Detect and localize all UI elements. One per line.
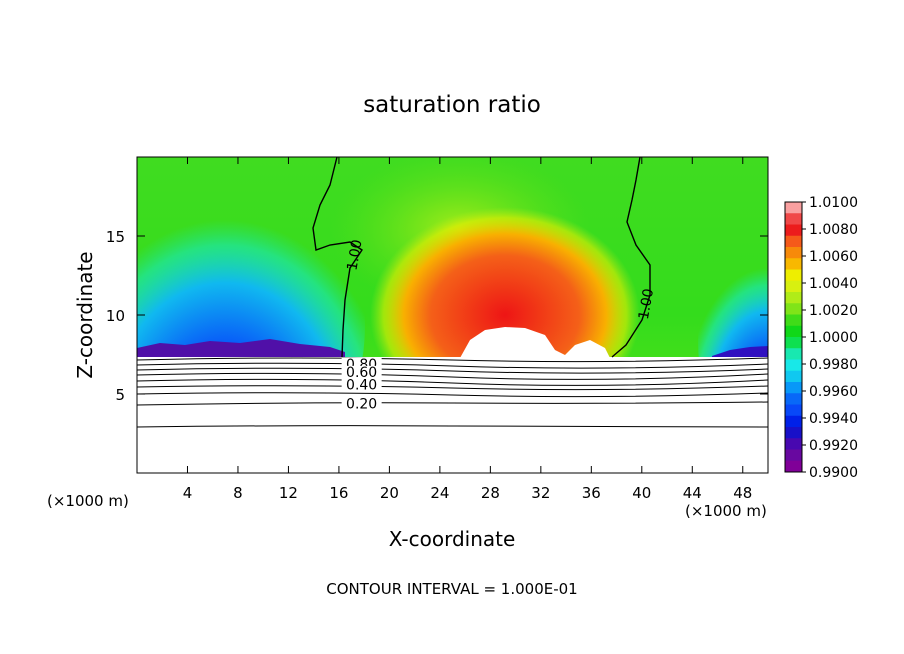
x-tick-label: 8 [233,484,243,502]
contour-label: 0.60 [346,365,377,381]
colorbar-swatch [785,393,802,405]
x-axis: 4 8 12 16 20 24 28 32 36 40 44 48 [183,157,752,502]
cloud-region [460,327,610,358]
x-tick-label: 44 [683,484,702,502]
contour-label: 1.00 [344,238,365,271]
colorbar-swatch [785,247,802,259]
colorbar-swatch [785,325,802,338]
contour-label-bg [341,365,382,378]
contour-label-bg [341,397,382,410]
contour-line-1-00-right [611,157,651,358]
colorbar-swatch [785,314,802,327]
colorbar-swatch [785,235,802,248]
x-tick-label: 16 [329,484,348,502]
x-tick-label: 36 [582,484,601,502]
y-axis-label: Z-coordinate [73,251,97,378]
contour-line-0-10 [137,425,768,428]
contour-line-0-50 [137,378,768,386]
x-tick-label: 28 [481,484,500,502]
colorbar-swatch [785,438,802,450]
contour-label-bg [341,378,382,391]
contour-line-0-80 [137,362,768,369]
chart-title: saturation ratio [363,92,541,118]
y-axis: 5 10 15 [106,228,768,404]
x-unit-left: (×1000 m) [47,492,129,510]
colorbar-swatch [785,258,802,270]
y-tick-label: 15 [106,228,125,246]
contour-line-0-30 [137,392,768,398]
x-unit-right: (×1000 m) [685,502,767,520]
colorbar: 1.0100 1.0080 1.0060 1.0040 1.0020 1.0000 0.99… [784,195,858,481]
colorbar-swatch [785,280,802,293]
x-tick-label: 20 [380,484,399,502]
colorbar-swatch [785,292,802,304]
colorbar-label: 0.9940 [809,411,858,427]
colorbar-swatch [785,337,802,349]
contour-interval-note: CONTOUR INTERVAL = 1.000E-01 [326,580,577,598]
colorbar-label: 1.0100 [809,195,858,211]
contour-labels: 1.001.000.800.600.400.20 [341,238,657,412]
x-tick-label: 48 [733,484,752,502]
colorbar-label: 0.9960 [809,384,858,400]
colorbar-swatch [785,415,802,428]
colorbar-swatch [785,269,802,282]
colorbar-swatch [785,303,802,315]
colorbar-label: 1.0080 [809,222,858,238]
x-axis-label: X-coordinate [389,527,516,551]
colorbar-swatch [785,404,802,417]
x-tick-label: 12 [279,484,298,502]
contour-lines [137,157,768,428]
x-tick-label: 24 [430,484,449,502]
contour-line-0-70 [137,367,768,374]
colorbar-swatch [785,370,802,383]
colorbar-label: 0.9900 [809,465,858,481]
colorbar-swatch [785,449,802,462]
y-tick-label: 5 [115,386,125,404]
contour-label: 0.40 [346,378,377,394]
y-tick-label: 10 [106,307,125,325]
colorbar-swatch [785,460,802,473]
contour-label: 0.20 [346,396,377,412]
contour-label: 1.00 [636,287,657,320]
lower-domain [137,357,768,473]
colorbar-swatch [785,382,802,394]
field-purple-rim [137,339,345,358]
x-tick-label: 40 [632,484,651,502]
x-tick-label: 32 [531,484,550,502]
colorbar-label: 1.0020 [809,303,858,319]
plot-area: 1.001.000.800.600.400.20 [137,157,768,473]
colorbar-label: 0.9980 [809,357,858,373]
colorbar-label: 1.0040 [809,276,858,292]
contour-line-0-40 [137,385,768,391]
colorbar-swatch [785,359,802,372]
contour-line-0-90 [137,357,768,363]
colorbar-label: 0.9920 [809,438,858,454]
contour-line-1-00-left [312,157,363,358]
colorbar-swatch [785,202,802,214]
colorbar-label: 1.0060 [809,249,858,265]
colorbar-swatch [785,348,802,360]
field-purple-rim-right [712,346,768,358]
colorbar-swatch [785,213,802,225]
colorbar-swatch [785,224,802,237]
contour-line-0-60 [137,372,768,380]
colorbar-swatch [785,427,802,439]
colorbar-label: 1.0000 [809,330,858,346]
x-tick-label: 4 [183,484,193,502]
contour-line-0-20 [137,401,768,406]
